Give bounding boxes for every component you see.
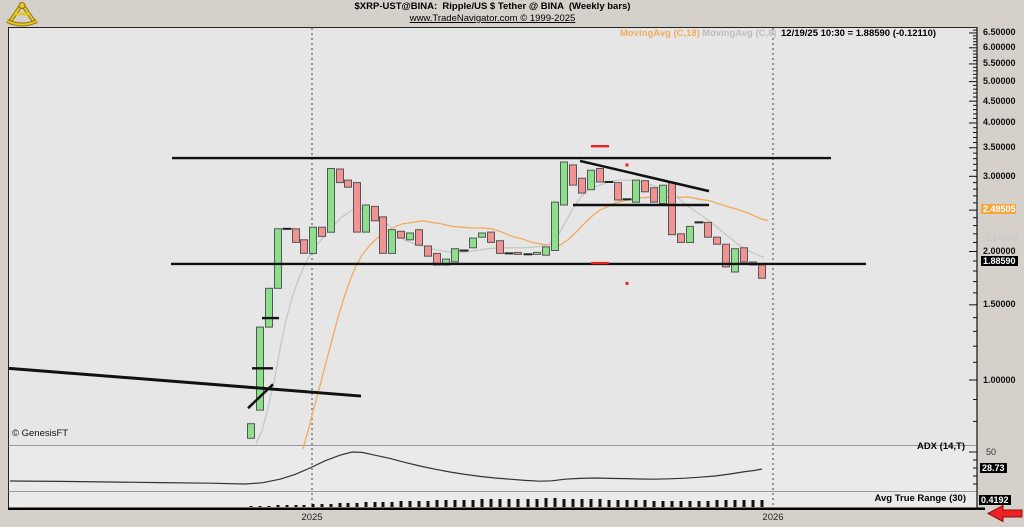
price-axis-label: 5.50000 <box>983 58 1016 68</box>
price-axis-label: 4.00000 <box>983 117 1016 127</box>
chart-title: $XRP-UST@BINA: Ripple/US $ Tether @ BINA… <box>354 1 631 12</box>
atr-indicator-label[interactable]: Avg True Range (30) <box>874 493 966 504</box>
last-price-badge: 1.88590 <box>981 256 1018 266</box>
scroll-end-arrow-button[interactable] <box>986 504 1024 524</box>
price-axis-label: 6.50000 <box>983 27 1016 37</box>
x-axis-year-2026: 2026 <box>762 512 784 523</box>
price-axis-label: 5.00000 <box>983 76 1016 86</box>
price-axis-label: 1.50000 <box>983 299 1016 309</box>
price-axis-label: 3.50000 <box>983 142 1016 152</box>
adx-value-badge: 28.73 <box>980 463 1007 473</box>
price-axis-label: 1.00000 <box>983 375 1016 385</box>
last-quote-readout: 12/19/25 10:30 = 1.88590 (-0.12110) <box>781 28 937 39</box>
atr-value-badge: 0.4192 <box>979 495 1011 505</box>
adx-panel[interactable] <box>8 445 977 491</box>
price-axis-label: 6.00000 <box>983 42 1016 52</box>
adx-indicator-label[interactable]: ADX (14,T) <box>916 441 965 452</box>
ma18-value-badge: 2.49505 <box>981 204 1016 214</box>
price-axis-label: 3.00000 <box>983 171 1016 181</box>
adx-axis-label: 50 <box>986 447 997 457</box>
ma18-indicator-label[interactable]: MovingAvg (C,18) <box>620 28 700 39</box>
ma8-value-badge: 2.14074 <box>985 233 1018 243</box>
price-axis-label: 4.50000 <box>983 96 1016 106</box>
genesisft-logo-icon <box>6 2 38 27</box>
ma8-indicator-label[interactable]: MovingAvg (C,8) <box>702 28 777 39</box>
tradenavigator-link[interactable]: www.TradeNavigator.com © 1999-2025 <box>409 13 576 24</box>
copyright-text: © GenesisFT <box>12 428 69 439</box>
price-axis-label: 2.00000 <box>983 246 1016 256</box>
x-axis-year-2025: 2025 <box>301 512 323 523</box>
